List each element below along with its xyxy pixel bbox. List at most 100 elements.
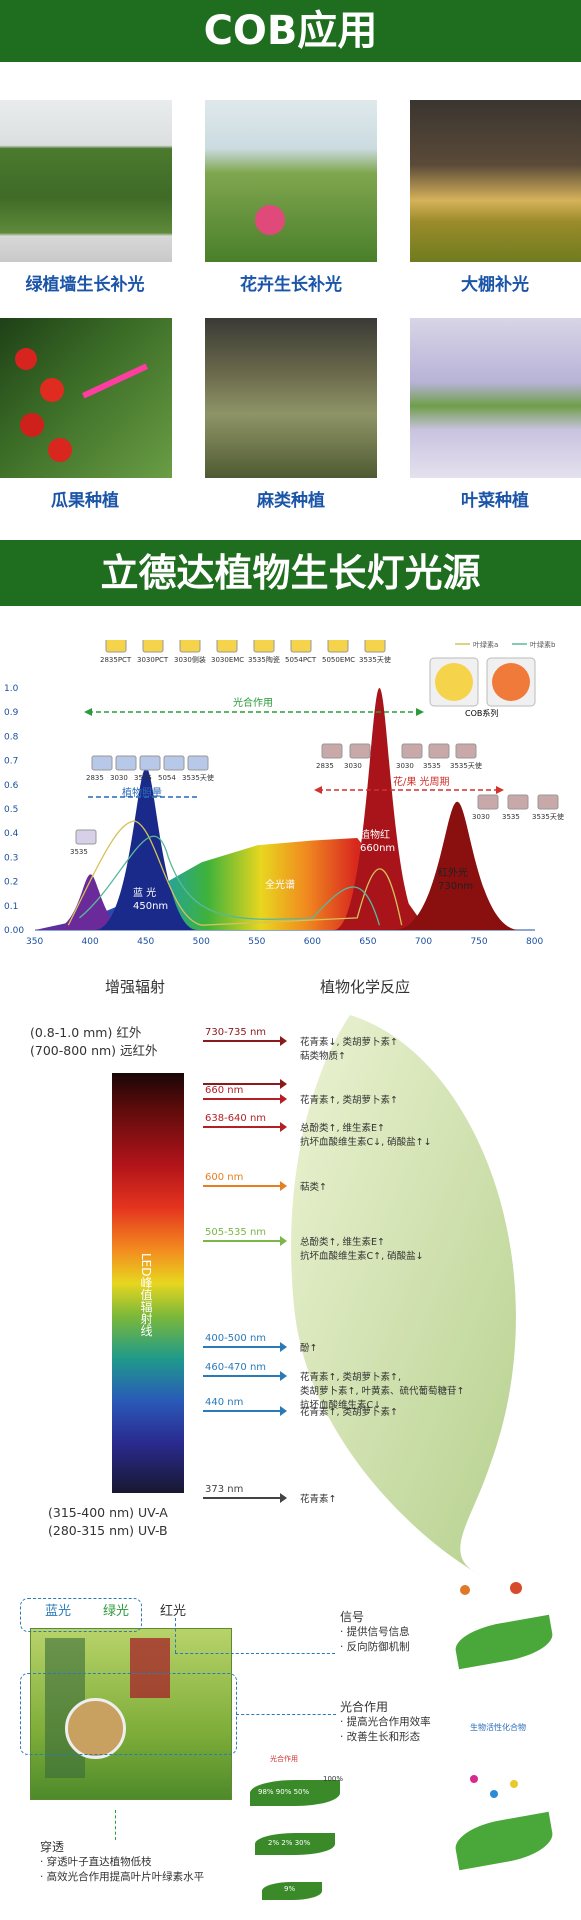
y-tick-label: 0.2 bbox=[4, 878, 18, 888]
red-peak-label: 植物红 bbox=[360, 828, 390, 841]
chem-nm-label: 638-640 nm bbox=[205, 1113, 267, 1124]
led-chip-icon bbox=[142, 640, 164, 653]
x-tick-label: 650 bbox=[359, 937, 376, 947]
mini-leaf-3 bbox=[262, 1882, 322, 1900]
led-chip-icon bbox=[139, 755, 161, 771]
label-red-light: 红光 bbox=[160, 1604, 187, 1619]
chem-arrow bbox=[203, 1122, 287, 1132]
chip-label: 3535天使 bbox=[359, 655, 391, 664]
led-chip-icon bbox=[428, 743, 450, 759]
signal-title: 信号 bbox=[340, 1610, 365, 1624]
caption-lettuce: 叶菜种植 bbox=[461, 491, 529, 511]
chip-label: 3535 bbox=[502, 813, 520, 821]
chl-b-curve bbox=[79, 835, 381, 926]
chip-label: 3535天使 bbox=[450, 761, 482, 770]
chem-arrow bbox=[203, 1094, 287, 1104]
x-tick-label: 750 bbox=[470, 937, 487, 947]
chem-nm-label: 460-470 nm bbox=[205, 1362, 267, 1373]
led-chip-icon bbox=[179, 640, 201, 653]
led-bar-label: LED峰值辐射线 bbox=[139, 1253, 153, 1337]
red-peak-nm: 660nm bbox=[360, 843, 395, 854]
led-chip-icon bbox=[455, 743, 477, 759]
mini-v6: 30% bbox=[294, 1839, 311, 1847]
mini-leaf-2 bbox=[255, 1833, 335, 1855]
x-tick-label: 450 bbox=[137, 937, 154, 947]
x-tick-label: 700 bbox=[415, 937, 432, 947]
red-chip-row: 2835 3030 3030 3535 3535天使 bbox=[316, 743, 482, 770]
y-tick-label: 0.7 bbox=[4, 757, 18, 767]
led-spectrum-bar: LED峰值辐射线 bbox=[112, 1073, 184, 1493]
chem-nm-label: 600 nm bbox=[205, 1172, 244, 1183]
chip-label: 3030 bbox=[396, 762, 414, 770]
led-chip-icon bbox=[321, 743, 343, 759]
spectrum-peak bbox=[94, 767, 198, 930]
top-label-box bbox=[20, 1598, 142, 1632]
chem-nm-label: 400-500 nm bbox=[205, 1333, 267, 1344]
uv-line-1: (315-400 nm) UV-A bbox=[48, 1505, 168, 1520]
lettuce-photo bbox=[410, 318, 581, 478]
far-red-chip-row: 3030 3535 3535天使 bbox=[472, 794, 564, 821]
bug-icon bbox=[460, 1585, 470, 1595]
spectrum-peak bbox=[394, 801, 520, 930]
chip-label: 3535 bbox=[423, 762, 441, 770]
full-spectrum-label: 全光谱 bbox=[265, 878, 295, 891]
led-chip-icon bbox=[115, 755, 137, 771]
chip-label: 3030 bbox=[472, 813, 490, 821]
x-tick-label: 500 bbox=[193, 937, 210, 947]
x-tick-label: 400 bbox=[82, 937, 99, 947]
led-chip-icon bbox=[75, 829, 97, 845]
ir-line-1: (0.8-1.0 mm) 红外 bbox=[30, 1025, 142, 1040]
chip-label: 3535天使 bbox=[182, 773, 214, 782]
penetrate-block: 穿透 · 穿透叶子直达植物低枝 · 高效光合作用提高叶片叶绿素水平 bbox=[40, 1840, 204, 1885]
chip-label: 5054 bbox=[158, 774, 176, 782]
blue-peak-nm: 450nm bbox=[133, 901, 168, 912]
molecule-icon bbox=[470, 1775, 478, 1783]
chem-effect: 总酚类↑, 维生素E↑ bbox=[300, 1123, 385, 1134]
top-chip-row: 2835PCT 3030PCT 3030侧装 3030EMC 3535陶瓷 5054PCT… bbox=[100, 640, 391, 664]
uv-line-2: (280-315 nm) UV-B bbox=[48, 1523, 168, 1538]
y-tick-label: 0.5 bbox=[4, 805, 18, 815]
mini-v4: 2% bbox=[268, 1839, 280, 1847]
cob-series-label: COB系列 bbox=[465, 708, 498, 718]
y-tick-label: 0.6 bbox=[4, 781, 19, 791]
molecule-icon-3 bbox=[510, 1780, 518, 1788]
photo-item-1: · 提高光合作用效率 bbox=[340, 1716, 431, 1728]
led-chip-icon bbox=[91, 755, 113, 771]
chip-label: 5050EMC bbox=[322, 656, 355, 664]
chem-effect: 类胡萝卜素↑, 叶黄素、硫代葡萄糖苷↑ bbox=[300, 1386, 465, 1397]
section-title-cob: COB应用 bbox=[0, 0, 581, 62]
chem-nm-label: 373 nm bbox=[205, 1484, 244, 1495]
photo-item-2: · 改善生长和形态 bbox=[340, 1731, 421, 1743]
bio-leaf-icon bbox=[452, 1811, 556, 1871]
mini-100: 100% bbox=[323, 1775, 344, 1783]
spectrum-peak bbox=[50, 874, 131, 930]
col-right-title: 植物化学反应 bbox=[320, 978, 411, 996]
chem-effect: 萜类↑ bbox=[300, 1182, 327, 1193]
chem-nm-label: 440 nm bbox=[205, 1397, 244, 1408]
y-tick-label: 0.00 bbox=[4, 926, 24, 936]
chem-effect: 总酚类↑, 维生素E↑ bbox=[300, 1237, 385, 1248]
chem-arrow bbox=[203, 1406, 287, 1416]
cell-circle bbox=[65, 1698, 126, 1759]
chip-label: 2835 bbox=[86, 774, 104, 782]
chem-arrow bbox=[203, 1079, 287, 1089]
mini-leaf-1 bbox=[250, 1780, 340, 1806]
spectrum-peak bbox=[333, 688, 425, 930]
photo-title: 光合作用 bbox=[340, 1700, 389, 1714]
plant-growth-label: 植物照量 bbox=[122, 786, 162, 799]
fruit-photo bbox=[0, 318, 172, 478]
x-tick-label: 350 bbox=[26, 937, 43, 947]
chem-effect: 花青素↑, 类胡萝卜素↑ bbox=[300, 1095, 398, 1106]
chem-nm-label: 505-535 nm bbox=[205, 1227, 267, 1238]
chip-label: 3535 bbox=[134, 774, 152, 782]
led-chip-icon bbox=[105, 640, 127, 653]
caption-greenhouse: 大棚补光 bbox=[461, 275, 529, 295]
chip-label: 3030侧装 bbox=[174, 655, 206, 664]
led-chip-icon bbox=[349, 743, 371, 759]
led-chip-icon bbox=[537, 794, 559, 810]
chem-arrow bbox=[203, 1493, 287, 1503]
chem-effect: 花青素↑, 类胡萝卜素↑, bbox=[300, 1372, 401, 1383]
chem-effect: 抗坏血酸维生素C↓, 硝酸盐↑↓ bbox=[300, 1137, 432, 1148]
chl-a-curve bbox=[67, 820, 403, 926]
x-tick-label: 550 bbox=[248, 937, 265, 947]
